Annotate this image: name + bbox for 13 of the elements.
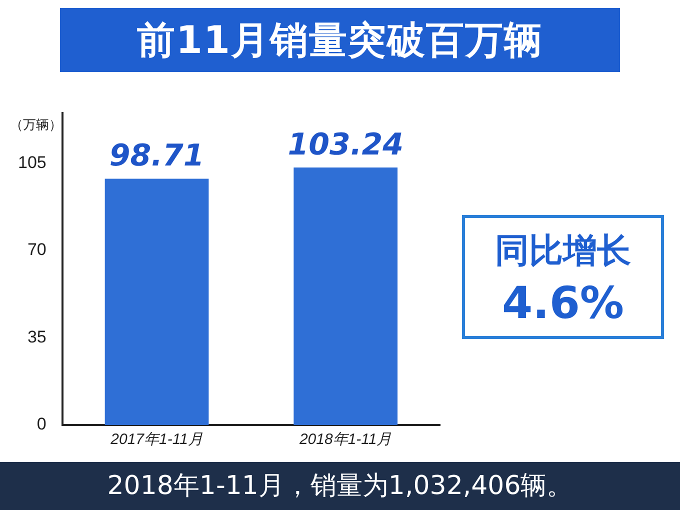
text: 4.6% [500, 278, 626, 329]
data-label: 98.71 [109, 138, 204, 174]
text: 2018年1-11月，销量为1,032,406辆。 [0, 462, 680, 510]
text: 同比增长 [494, 230, 632, 273]
x-tick-label: 2017年1-11月 [110, 431, 203, 448]
x-tick-label: 2018年1-11月 [298, 431, 392, 448]
chart-title: 前11月销量突破百万辆 [60, 8, 620, 72]
y-tick-label: 70 [27, 240, 46, 260]
y-tick-label: 35 [27, 327, 46, 346]
data-label: 103.24 [288, 127, 404, 162]
y-axis-title: （万辆） [10, 117, 62, 134]
y-tick-label: 105 [18, 152, 46, 172]
y-tick-label: 0 [36, 414, 46, 434]
